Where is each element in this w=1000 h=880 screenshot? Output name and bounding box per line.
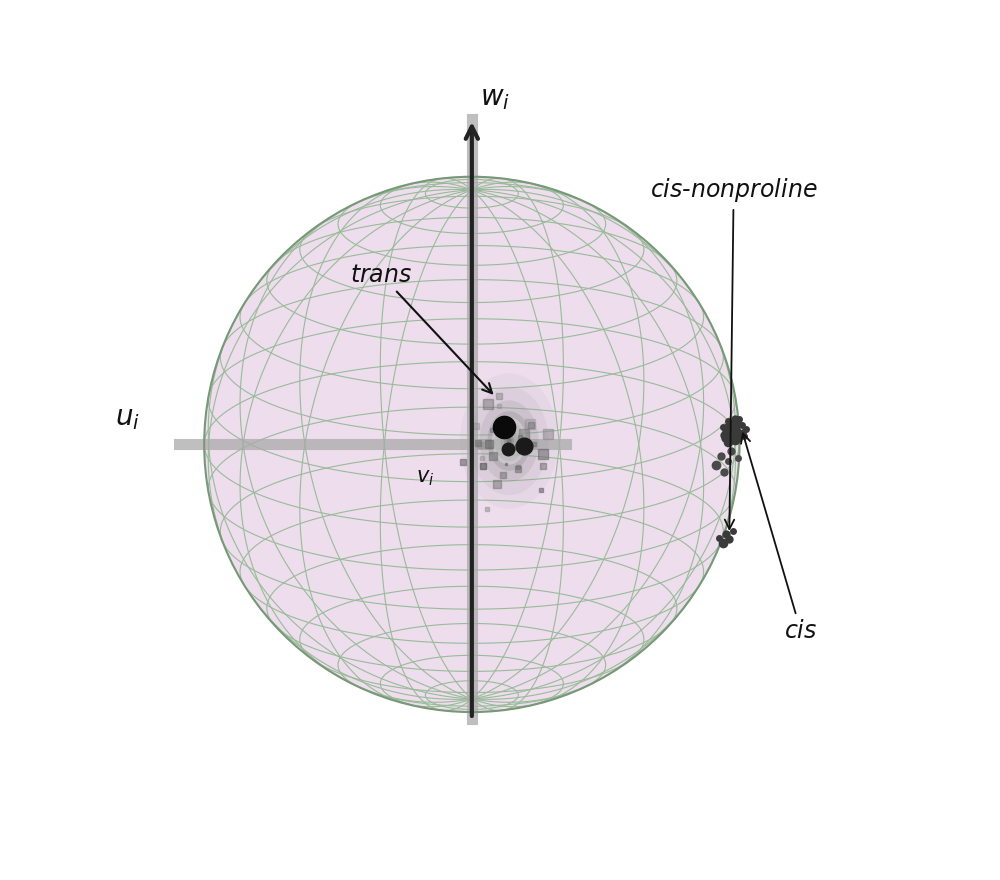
- Text: $u_i$: $u_i$: [115, 404, 140, 432]
- Ellipse shape: [480, 400, 539, 481]
- Ellipse shape: [487, 411, 531, 471]
- Text: $w_i$: $w_i$: [480, 84, 510, 113]
- Ellipse shape: [500, 429, 518, 453]
- Ellipse shape: [504, 434, 514, 448]
- Ellipse shape: [470, 387, 548, 495]
- Ellipse shape: [507, 437, 512, 444]
- Ellipse shape: [492, 417, 526, 465]
- Ellipse shape: [204, 177, 739, 712]
- Text: $cis$-$nonproline$: $cis$-$nonproline$: [650, 176, 817, 529]
- Ellipse shape: [494, 421, 524, 461]
- Text: $trans$: $trans$: [350, 263, 492, 393]
- Ellipse shape: [460, 373, 558, 509]
- Text: $cis$: $cis$: [741, 434, 817, 642]
- Text: $v_i$: $v_i$: [416, 468, 435, 488]
